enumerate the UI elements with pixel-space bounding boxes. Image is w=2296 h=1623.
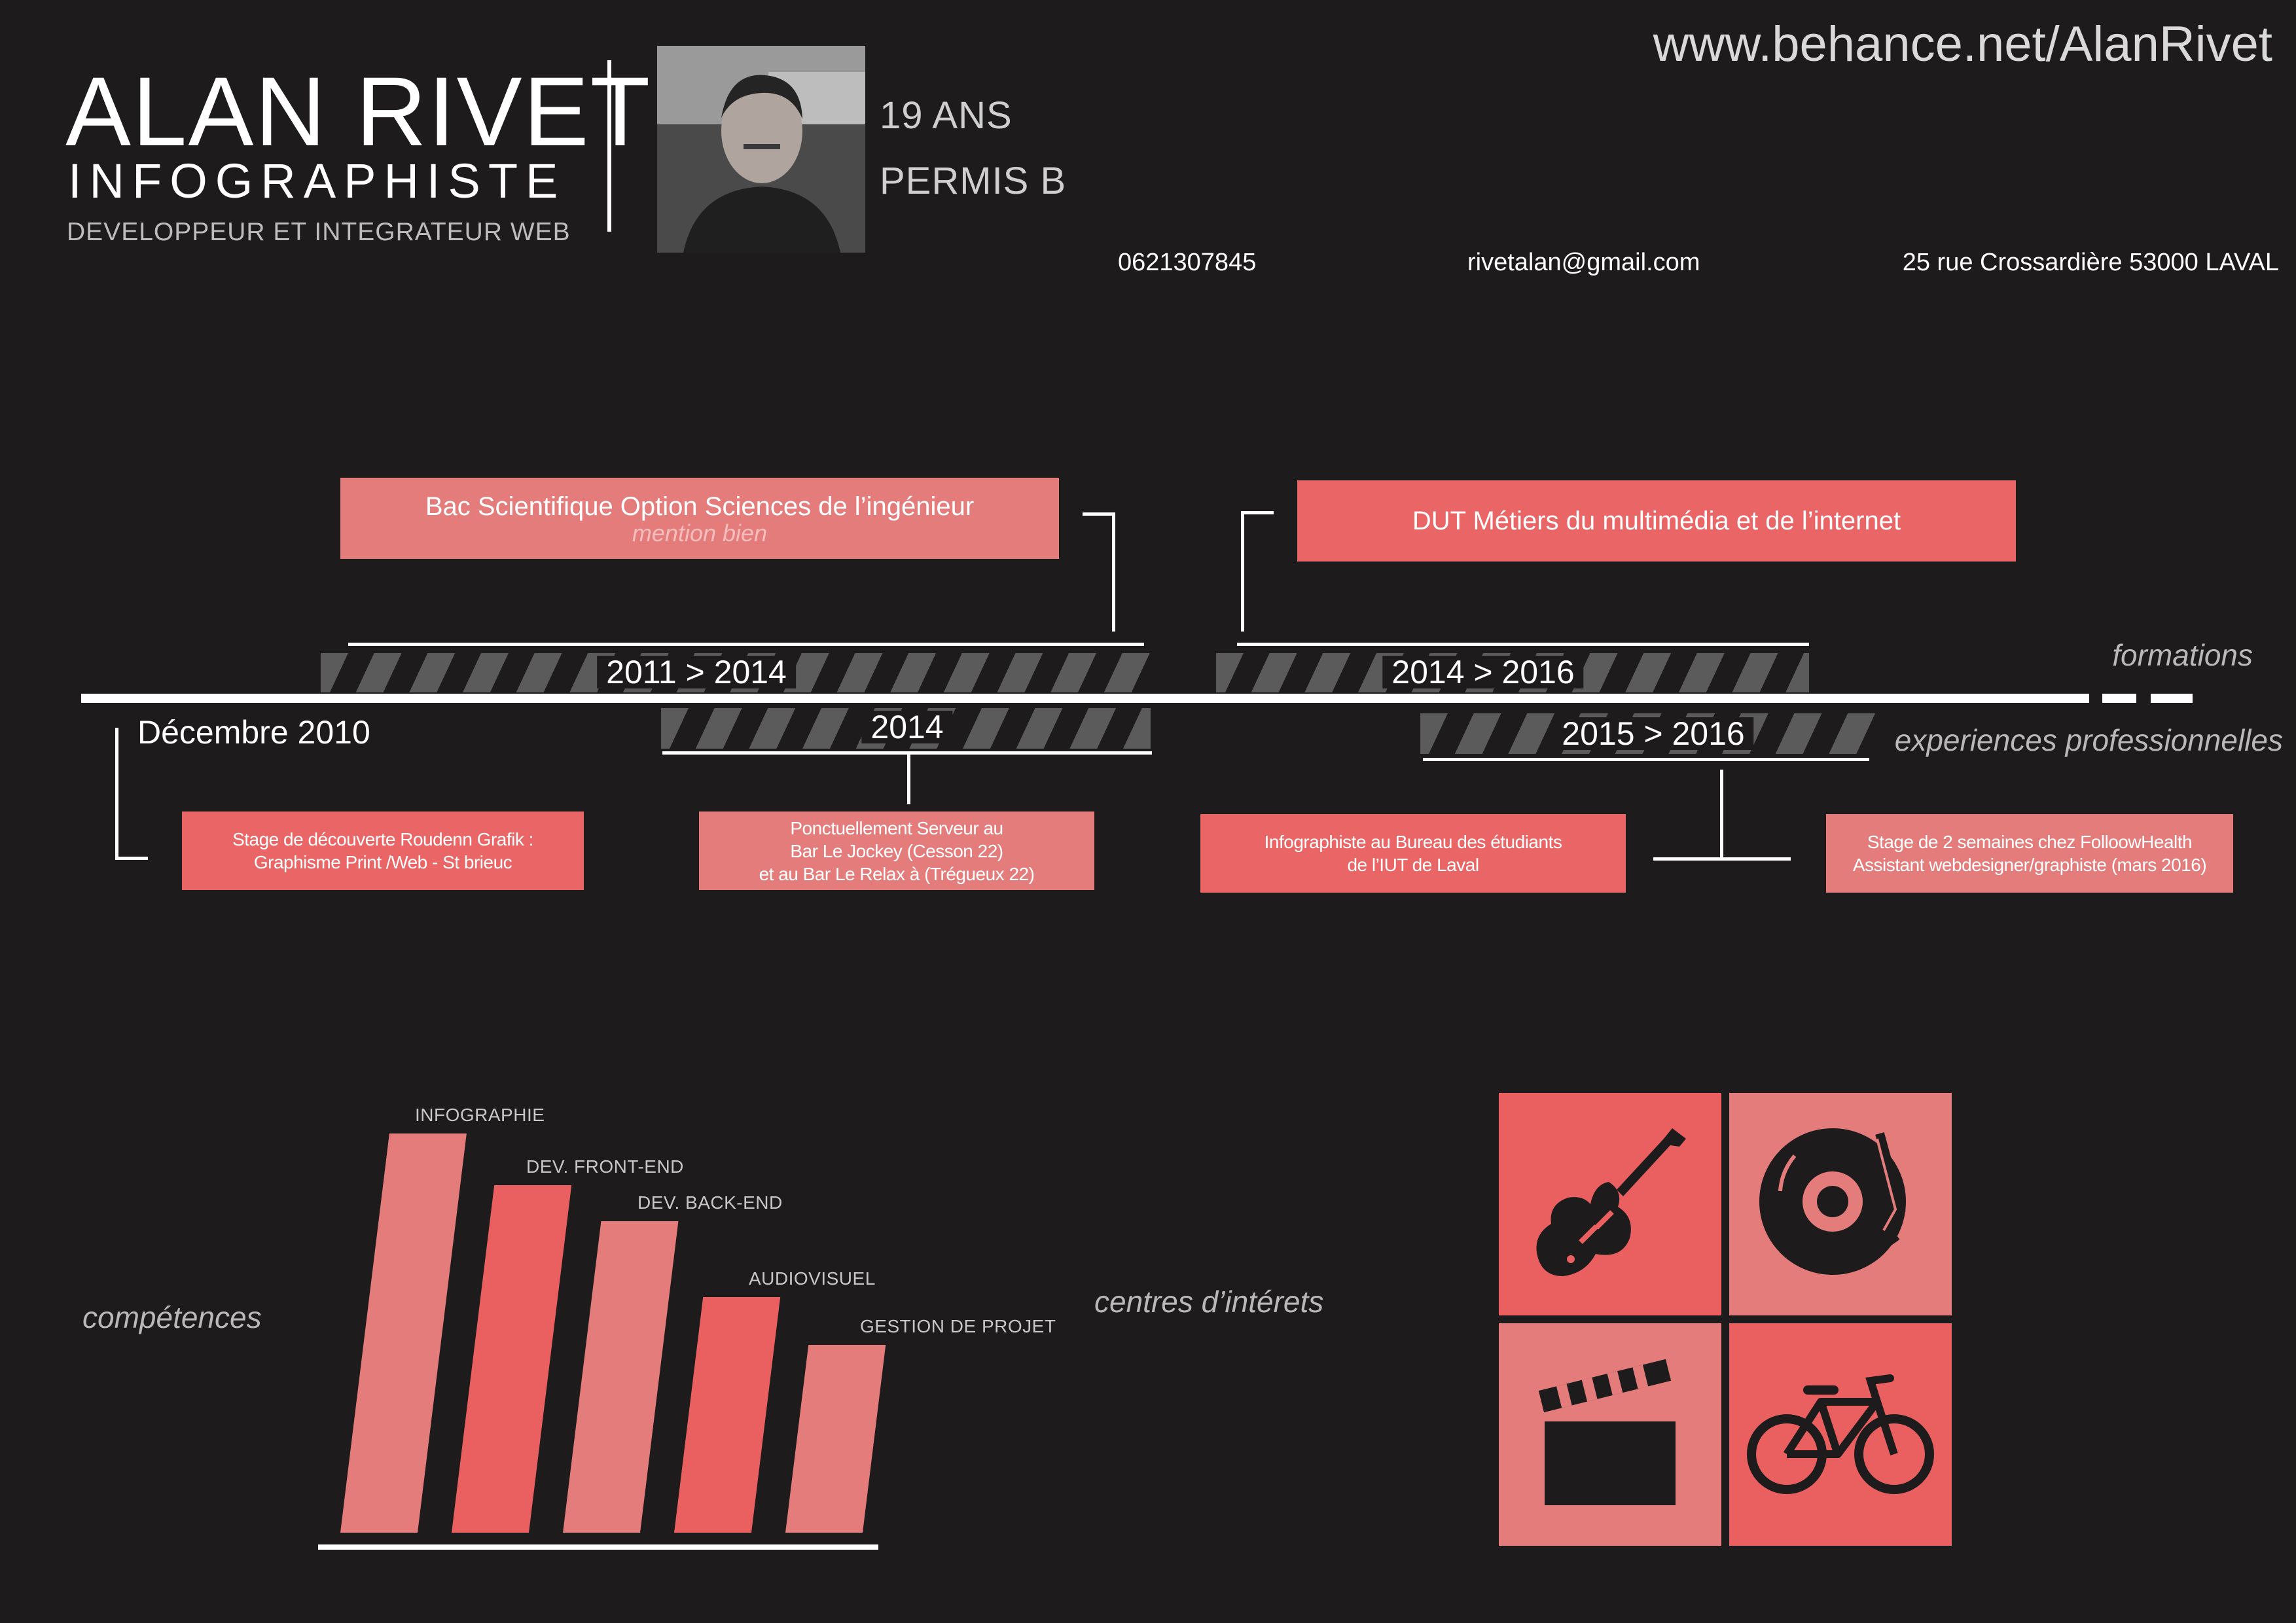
bracket-bac-vertical	[1112, 512, 1115, 632]
experience-serveur-box: Ponctuellement Serveur au Bar Le Jockey …	[699, 812, 1094, 890]
skill-label-back-end: DEV. BACK-END	[637, 1192, 783, 1213]
website-link[interactable]: www.behance.net/AlanRivet	[1653, 16, 2272, 72]
experience-followhealth-box: Stage de 2 semaines chez FolloowHealth A…	[1826, 814, 2233, 893]
skill-label-infographie: INFOGRAPHIE	[415, 1105, 545, 1125]
bracket-dut-vertical	[1241, 511, 1244, 632]
experience-followhealth-line-2: Assistant webdesigner/graphiste (mars 20…	[1852, 855, 2207, 875]
formation-dut-years: 2014 > 2016	[1382, 656, 1584, 688]
skill-bar-front-end	[452, 1185, 572, 1533]
connector-2014	[907, 755, 910, 804]
name: ALAN RIVET	[65, 56, 652, 166]
bracket-2010-bottom	[115, 857, 148, 860]
experience-2014-date: 2014	[861, 711, 953, 743]
timeline-dash-2	[2102, 694, 2136, 703]
bicycle-icon	[1747, 1374, 1934, 1494]
formation-bac-note: mention bien	[632, 520, 768, 546]
job-title: INFOGRAPHISTE	[68, 154, 566, 208]
experience-bde-box: Infographiste au Bureau des étudiants de…	[1200, 814, 1626, 893]
address: 25 rue Crossardière 53000 LAVAL	[1902, 249, 2279, 276]
experience-2014-bottomline	[662, 751, 1152, 755]
skills-baseline	[318, 1544, 878, 1550]
formation-bac-box: Bac Scientifique Option Sciences de l’in…	[340, 478, 1059, 559]
formation-bac-years: 2011 > 2014	[597, 656, 796, 688]
formation-dut-title: DUT Métiers du multimédia et de l’intern…	[1412, 507, 1901, 535]
experience-followhealth-line-1: Stage de 2 semaines chez FolloowHealth	[1867, 832, 2193, 852]
interest-tile-vinyl	[1729, 1093, 1952, 1315]
experience-2015-date: 2015 > 2016	[1552, 717, 1754, 750]
experience-bde-line-1: Infographiste au Bureau des étudiants	[1264, 832, 1562, 852]
timeline-dash-1	[2042, 694, 2089, 703]
age: 19 ANS	[880, 94, 1013, 137]
header-divider	[607, 60, 611, 232]
skills-label: compétences	[82, 1300, 262, 1334]
experience-2015-bottomline	[1423, 758, 1869, 761]
skill-label-gestion-projet: GESTION DE PROJET	[860, 1316, 1056, 1336]
connector-2015-vertical	[1720, 770, 1723, 859]
skill-bar-gestion-projet	[785, 1345, 886, 1533]
driving-license: PERMIS B	[880, 160, 1067, 202]
formation-dut-box: DUT Métiers du multimédia et de l’intern…	[1297, 480, 2016, 562]
skill-bar-back-end	[563, 1221, 679, 1533]
interest-tile-cycling	[1729, 1323, 1952, 1546]
email-link[interactable]: rivetalan@gmail.com	[1467, 249, 1700, 276]
experience-roudenn-line-1: Stage de découverte Roudenn Grafik :	[232, 829, 533, 849]
connector-2015-horizontal	[1653, 857, 1791, 861]
phone-number: 0621307845	[1118, 249, 1257, 276]
timeline-dash-3	[2151, 694, 2193, 703]
formation-bac-title: Bac Scientifique Option Sciences de l’in…	[425, 492, 975, 521]
experience-serveur-line-1: Ponctuellement Serveur au	[790, 817, 1003, 838]
interest-tile-music	[1499, 1093, 1721, 1315]
guitar-icon	[1536, 1128, 1686, 1276]
formations-label: formations	[2112, 638, 2253, 672]
main-timeline	[81, 694, 2045, 703]
interests-label: centres d’intérets	[1094, 1285, 1324, 1319]
skill-bar-audiovisuel	[674, 1297, 781, 1533]
experiences-label: experiences professionnelles	[1894, 723, 2283, 757]
experience-2010-date: Décembre 2010	[137, 714, 370, 751]
clapperboard-icon	[1538, 1359, 1676, 1505]
interest-tile-cinema	[1499, 1323, 1721, 1546]
experience-roudenn-line-2: Graphisme Print /Web - St brieuc	[253, 852, 512, 872]
experience-serveur-line-3: et au Bar Le Relax à (Trégueux 22)	[759, 863, 1035, 884]
bracket-2010-vertical	[115, 728, 118, 860]
profile-photo	[657, 46, 865, 253]
experience-serveur-line-2: Bar Le Jockey (Cesson 22)	[790, 840, 1003, 861]
formation-bac-topline	[348, 643, 1144, 646]
bracket-bac-top	[1083, 512, 1115, 516]
job-subtitle: DEVELOPPEUR ET INTEGRATEUR WEB	[67, 218, 571, 246]
skill-bar-infographie	[340, 1133, 467, 1533]
skill-label-front-end: DEV. FRONT-END	[526, 1156, 684, 1177]
experience-roudenn-box: Stage de découverte Roudenn Grafik : Gra…	[182, 812, 584, 890]
skill-label-audiovisuel: AUDIOVISUEL	[749, 1268, 876, 1289]
bracket-dut-top	[1241, 511, 1274, 514]
portrait-illustration	[657, 46, 865, 253]
vinyl-record-icon	[1759, 1128, 1906, 1275]
experience-bde-line-2: de l’IUT de Laval	[1347, 855, 1479, 875]
formation-dut-topline	[1237, 643, 1809, 646]
